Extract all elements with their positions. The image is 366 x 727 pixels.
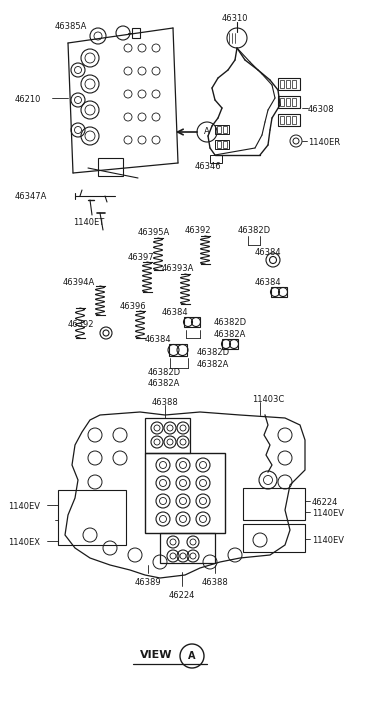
Text: 46382D: 46382D (214, 318, 247, 327)
Text: 46382A: 46382A (197, 360, 229, 369)
Text: 46224: 46224 (312, 498, 339, 507)
Bar (184, 317, 200, 327)
Text: 46382A: 46382A (214, 330, 246, 339)
Bar (217, 141, 221, 148)
Text: 46382D: 46382D (238, 226, 271, 235)
Text: A: A (204, 127, 210, 137)
Text: 46384: 46384 (162, 308, 188, 317)
Text: 46385A: 46385A (55, 22, 87, 31)
Text: 46388: 46388 (152, 398, 178, 407)
Text: 46392: 46392 (68, 320, 94, 329)
Bar (160, 533, 215, 563)
Bar (278, 114, 300, 126)
Bar (292, 116, 296, 124)
Bar (280, 98, 284, 106)
Text: 11403C: 11403C (252, 395, 284, 404)
Text: A: A (188, 651, 196, 661)
Bar (210, 155, 222, 163)
Bar (215, 125, 229, 134)
Text: 46382A: 46382A (148, 379, 180, 388)
Bar (271, 287, 287, 297)
Text: 46397: 46397 (128, 253, 154, 262)
Text: 46384: 46384 (255, 248, 281, 257)
Bar (286, 116, 290, 124)
Bar (145, 453, 225, 533)
Text: 1140ER: 1140ER (308, 138, 340, 147)
Bar (280, 80, 284, 88)
Text: 1140EV: 1140EV (312, 509, 344, 518)
Bar (278, 96, 300, 108)
Text: 1140ET: 1140ET (73, 218, 104, 227)
Text: 46388: 46388 (202, 578, 228, 587)
Bar (132, 28, 140, 38)
Bar (169, 344, 187, 356)
Text: 46389: 46389 (135, 578, 161, 587)
Text: 46210: 46210 (15, 95, 41, 104)
Bar (223, 141, 227, 148)
Text: 1140EV: 1140EV (8, 502, 40, 511)
Bar (280, 116, 284, 124)
Text: 46346: 46346 (195, 162, 222, 171)
Bar (217, 126, 221, 133)
Text: 46308: 46308 (308, 105, 335, 114)
Bar (145, 418, 190, 453)
Text: 46224: 46224 (169, 591, 195, 600)
Bar (286, 80, 290, 88)
Bar (98, 158, 123, 176)
Text: 46395A: 46395A (138, 228, 170, 237)
Bar (223, 126, 227, 133)
Text: 46393A: 46393A (162, 264, 194, 273)
Bar (222, 339, 238, 349)
Bar (286, 98, 290, 106)
Text: 1140EV: 1140EV (312, 536, 344, 545)
Text: 1140EX: 1140EX (8, 538, 40, 547)
Bar (292, 80, 296, 88)
Text: 46396: 46396 (120, 302, 147, 311)
Text: 46394A: 46394A (63, 278, 95, 287)
Text: 46382D: 46382D (197, 348, 230, 357)
Bar (58, 490, 126, 545)
Text: 46382D: 46382D (148, 368, 181, 377)
Text: 46310: 46310 (222, 14, 249, 23)
Text: 46384: 46384 (145, 335, 172, 344)
Bar (243, 524, 305, 552)
Bar (243, 488, 305, 520)
Text: 46392: 46392 (185, 226, 212, 235)
Text: VIEW: VIEW (140, 650, 172, 660)
Text: 46347A: 46347A (15, 192, 47, 201)
Bar (292, 98, 296, 106)
Bar (278, 78, 300, 90)
Text: 46384: 46384 (255, 278, 281, 287)
Bar (215, 140, 229, 149)
